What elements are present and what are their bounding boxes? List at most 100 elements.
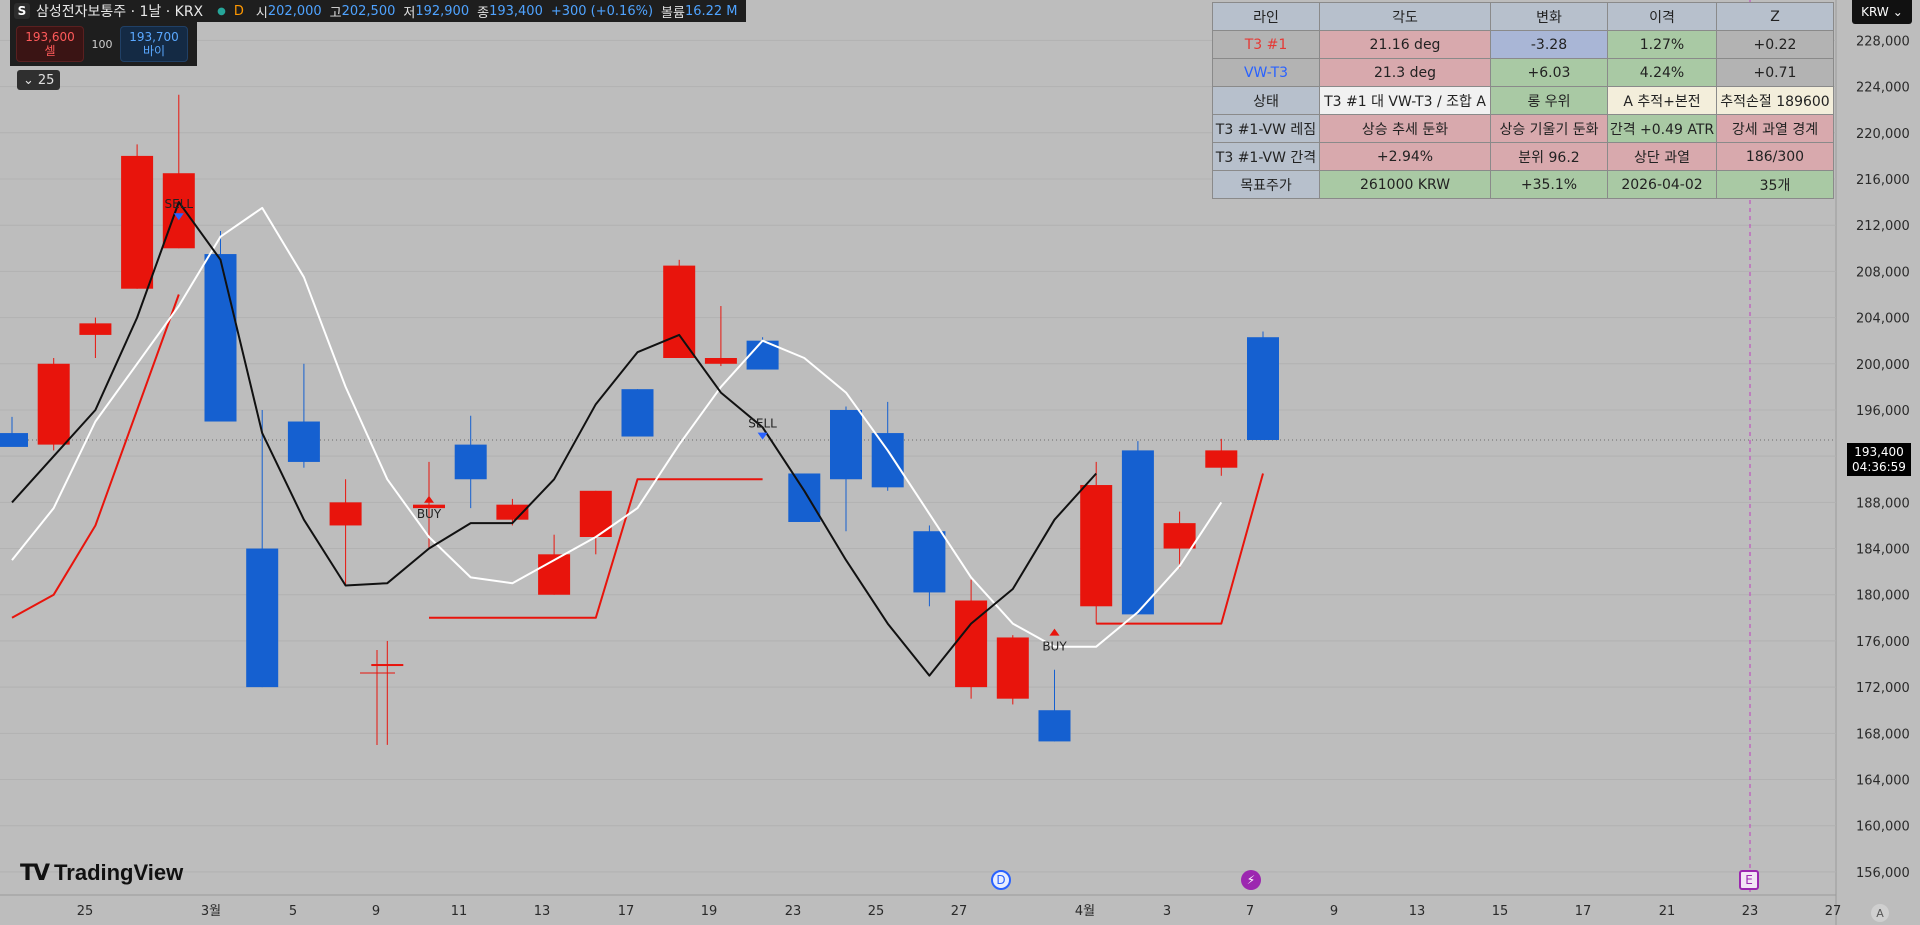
table-cell: VW-T3: [1212, 58, 1320, 87]
change-value: +300 (+0.16%): [550, 3, 654, 19]
candle-body: [37, 363, 70, 445]
volume-label: 볼륨: [661, 5, 685, 21]
table-row: T3 #1-VW 레짐 상승 추세 둔화 상승 기울기 둔화 간격 +0.49 …: [1212, 114, 1834, 143]
candle-body: [204, 254, 237, 422]
last-price: 193,400: [1854, 445, 1904, 459]
indicator-count: 25: [37, 72, 55, 88]
candle-body: [1163, 523, 1196, 549]
sell-signal-label: SELL: [165, 197, 194, 211]
x-tick-label: 3: [1163, 904, 1171, 919]
table-cell: A 추적+본전: [1607, 86, 1717, 115]
table-cell: 상단 과열: [1607, 142, 1717, 171]
x-tick-label: 17: [1575, 904, 1592, 919]
candle-body: [996, 637, 1029, 699]
open-label: 시: [255, 5, 268, 21]
buy-button[interactable]: 193,700 바이: [120, 26, 188, 62]
y-tick-label: 168,000: [1856, 727, 1910, 742]
currency-label: KRW: [1861, 5, 1889, 19]
symbol-header[interactable]: S 삼성전자보통주 · 1날 · KRX ● D 시 202,000 고 202…: [10, 0, 746, 22]
table-cell: -3.28: [1490, 30, 1608, 59]
high-label: 고: [329, 5, 342, 21]
table-cell: 1.27%: [1607, 30, 1717, 59]
y-tick-label: 224,000: [1856, 81, 1910, 96]
x-tick-label: 7: [1246, 904, 1254, 919]
x-tick-label: 23: [785, 904, 802, 919]
table-cell: T3 #1: [1212, 30, 1320, 59]
close-label: 종: [477, 5, 490, 21]
candle-body: [0, 433, 28, 447]
candle-body: [287, 421, 320, 462]
table-cell: +2.94%: [1319, 142, 1491, 171]
y-tick-label: 156,000: [1856, 866, 1910, 881]
earnings-marker-icon[interactable]: E: [1739, 870, 1759, 890]
table-cell: 간격 +0.49 ATR: [1607, 114, 1717, 143]
x-tick-label: 9: [372, 904, 380, 919]
symbol-badge: S: [14, 3, 30, 19]
candle-body: [1205, 450, 1238, 468]
table-cell: 186/300: [1716, 142, 1834, 171]
table-cell: 강세 과열 경계: [1716, 114, 1834, 143]
chevron-down-icon: ⌄: [1892, 5, 1903, 19]
sell-signal-label: SELL: [748, 417, 777, 431]
sell-signal-icon: [757, 432, 768, 440]
candle-body: [121, 155, 154, 289]
red-stop-line: [429, 478, 763, 619]
tradingview-logo[interactable]: TV TradingView: [20, 860, 183, 886]
x-tick-label: 23: [1742, 904, 1759, 919]
y-tick-label: 164,000: [1856, 774, 1910, 789]
x-tick-label: 27: [951, 904, 968, 919]
x-tick-label: 11: [451, 904, 468, 919]
table-cell: T3 #1-VW 레짐: [1212, 114, 1320, 143]
lightning-icon[interactable]: ⚡: [1241, 870, 1261, 890]
table-cell: 상승 추세 둔화: [1319, 114, 1491, 143]
table-header-row: 라인 각도 변화 이격 Z: [1212, 2, 1834, 31]
candle-body: [788, 473, 821, 522]
table-cell: 2026-04-02: [1607, 170, 1717, 199]
trade-panel: 193,600 셀 100 193,700 바이: [10, 22, 197, 66]
x-tick-label: 19: [701, 904, 718, 919]
dividend-marker-icon[interactable]: D: [991, 870, 1011, 890]
indicator-table: 라인 각도 변화 이격 Z T3 #1 21.16 deg -3.28 1.27…: [1212, 2, 1834, 199]
candle-body: [1121, 450, 1154, 615]
time-axis: [0, 895, 1836, 925]
table-cell: 21.16 deg: [1319, 30, 1491, 59]
x-tick-label: 25: [868, 904, 885, 919]
sell-button[interactable]: 193,600 셀: [16, 26, 84, 62]
x-tick-label: 25: [77, 904, 94, 919]
y-tick-label: 216,000: [1856, 173, 1910, 188]
red-stop-line: [11, 294, 180, 619]
indicators-collapse-button[interactable]: ⌄ 25: [17, 70, 61, 90]
candle-body: [704, 358, 737, 364]
table-row: VW-T3 21.3 deg +6.03 4.24% +0.71: [1212, 58, 1834, 87]
buy-signal-label: BUY: [1042, 640, 1067, 654]
table-cell: 롱 우위: [1490, 86, 1608, 115]
table-cell: 상태: [1212, 86, 1320, 115]
table-cell: +35.1%: [1490, 170, 1608, 199]
table-cell: 분위 96.2: [1490, 142, 1608, 171]
candle-body: [79, 323, 112, 335]
market-status-icon: ●: [217, 5, 226, 17]
table-cell: +0.22: [1716, 30, 1834, 59]
y-tick-label: 212,000: [1856, 219, 1910, 234]
buy-signal-icon: [424, 495, 434, 503]
x-tick-label: 4월: [1075, 904, 1095, 919]
volume-value: 16.22 M: [684, 3, 738, 19]
candle-body: [663, 265, 696, 358]
y-tick-label: 184,000: [1856, 543, 1910, 558]
bar-countdown: 04:36:59: [1852, 460, 1906, 474]
buy-signal-icon: [1049, 628, 1060, 636]
table-cell: +0.71: [1716, 58, 1834, 87]
candle-body: [162, 173, 195, 249]
symbol-title[interactable]: 삼성전자보통주 · 1날 · KRX: [36, 4, 204, 20]
candle-body: [454, 444, 487, 480]
vw-t3-line: [11, 206, 1223, 648]
chevron-down-icon: ⌄: [23, 72, 34, 88]
auto-scale-button[interactable]: A: [1871, 904, 1889, 922]
y-tick-label: 196,000: [1856, 404, 1910, 419]
currency-selector[interactable]: KRW ⌄: [1852, 0, 1912, 24]
candle-body: [246, 548, 279, 688]
x-tick-label: 17: [618, 904, 635, 919]
x-tick-label: 3월: [201, 904, 221, 919]
order-quantity[interactable]: 100: [91, 37, 113, 51]
candle-body: [1038, 710, 1071, 742]
